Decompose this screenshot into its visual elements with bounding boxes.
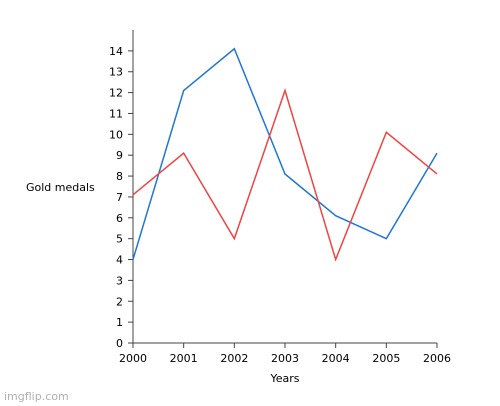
y-tick-label: 2 xyxy=(116,295,123,308)
y-tick-label: 14 xyxy=(109,45,123,58)
x-tick-label: 2005 xyxy=(372,352,400,365)
y-tick-label: 9 xyxy=(116,149,123,162)
x-tick-label: 2000 xyxy=(119,352,147,365)
x-axis-title: Years xyxy=(269,372,299,385)
x-tick-label: 2002 xyxy=(220,352,248,365)
series-line-2 xyxy=(132,88,438,262)
y-tick-label: 7 xyxy=(116,191,123,204)
x-tick-label: 2006 xyxy=(423,352,451,365)
y-tick-label: 3 xyxy=(116,274,123,287)
y-tick-label: 10 xyxy=(109,128,123,141)
y-axis-title: Gold medals xyxy=(26,181,95,194)
y-tick-label: 11 xyxy=(109,107,123,120)
y-tick-label: 4 xyxy=(116,254,123,267)
chart-axes xyxy=(128,30,438,348)
y-tick-label: 12 xyxy=(109,87,123,100)
x-tick-label: 2004 xyxy=(322,352,350,365)
series-line-1 xyxy=(132,47,438,260)
y-tick-label: 1 xyxy=(116,316,123,329)
y-tick-label: 13 xyxy=(109,66,123,79)
x-tick-label: 2001 xyxy=(170,352,198,365)
chart-series xyxy=(132,47,438,262)
imgflip-watermark: imgflip.com xyxy=(4,390,69,403)
y-tick-label: 8 xyxy=(116,170,123,183)
y-tick-label: 0 xyxy=(116,337,123,350)
y-tick-label: 5 xyxy=(116,233,123,246)
y-tick-label: 6 xyxy=(116,212,123,225)
x-tick-label: 2003 xyxy=(271,352,299,365)
